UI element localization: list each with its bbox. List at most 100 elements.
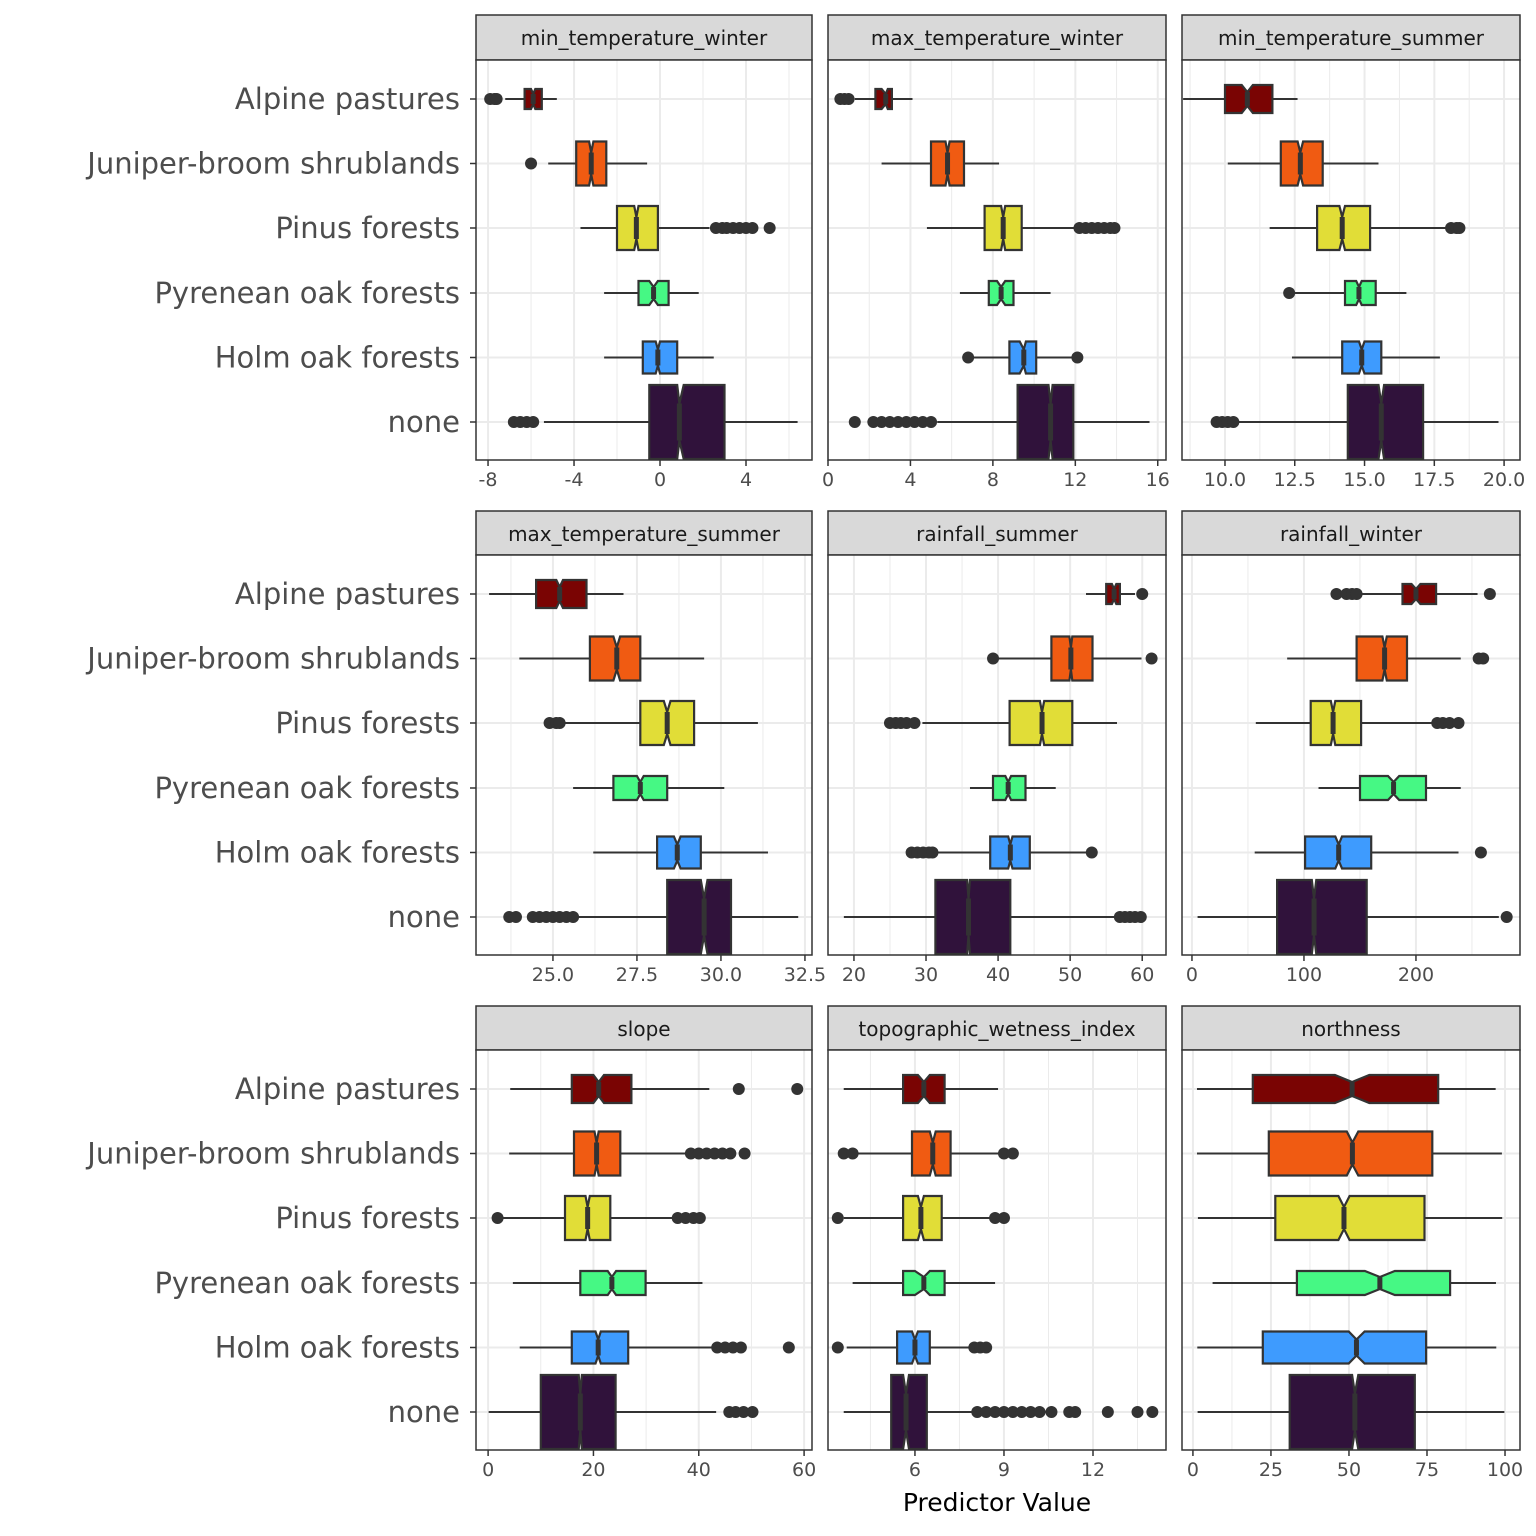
x-tick-label: 6 <box>909 1459 921 1481</box>
strip-background <box>475 510 813 556</box>
x-tick-label: 16 <box>1146 469 1170 491</box>
category-label: Holm oak forests <box>215 1331 460 1365</box>
outlier-point <box>989 1212 1002 1224</box>
outlier-point <box>1146 1406 1159 1418</box>
x-tick-label: 25.0 <box>532 964 574 986</box>
boxplot-holm-oak-forests <box>1254 835 1487 870</box>
strip-background <box>827 1005 1167 1051</box>
outlier-point <box>1483 588 1496 600</box>
outlier-point <box>883 416 896 428</box>
panel-background <box>828 1050 1166 1450</box>
strip-label: min_temperature_winter <box>521 26 768 50</box>
boxplot-juniper-broom-shrublands <box>1227 140 1379 187</box>
boxplot-none <box>848 383 1150 461</box>
outlier-point <box>925 416 938 428</box>
outlier-point <box>1006 1406 1019 1418</box>
category-label: none <box>388 405 460 439</box>
boxplot-alpine-pastures <box>1330 582 1496 606</box>
outlier-point <box>842 93 855 105</box>
outlier-point <box>1085 846 1098 859</box>
strip-label: min_temperature_summer <box>1218 26 1485 50</box>
x-tick-label: 0 <box>1186 964 1198 986</box>
boxplot-holm-oak-forests <box>604 340 714 375</box>
strip-background <box>1181 510 1521 556</box>
x-tick-label: 100 <box>1286 964 1322 986</box>
x-tick-label: 20 <box>581 1459 605 1481</box>
panel-slope: slope 0 20 40 60 <box>475 1005 816 1481</box>
x-tick-label: 200 <box>1398 964 1434 986</box>
category-label: Juniper-broom shrublands <box>85 147 460 181</box>
x-tick-label: 60 <box>1130 964 1154 986</box>
outlier-point <box>1071 351 1084 364</box>
outlier-point <box>1330 588 1343 600</box>
panel-background <box>476 555 812 955</box>
boxplot-alpine-pastures <box>1196 1073 1496 1105</box>
panel-min-temperature-summer: min_temperature_summer 10.0 12.5 15.0 17.5 20… <box>1181 14 1525 491</box>
x-tick-label: 17.5 <box>1413 469 1455 491</box>
boxplot-none <box>507 383 798 461</box>
outlier-point <box>900 416 913 428</box>
x-tick-label: 27.5 <box>616 964 658 986</box>
box <box>648 383 726 461</box>
category-label: Alpine pastures <box>235 1072 460 1106</box>
boxplot-juniper-broom-shrublands <box>525 140 648 187</box>
boxplot-alpine-pastures <box>510 1073 804 1105</box>
panel-background <box>476 60 812 460</box>
boxplot-holm-oak-forests <box>1197 1330 1497 1365</box>
x-tick-label: 32.5 <box>784 964 826 986</box>
boxplot-pinus-forests <box>1255 699 1465 747</box>
outlier-point <box>527 416 540 428</box>
boxplot-holm-oak-forests <box>1291 340 1440 375</box>
panel-background <box>476 1050 812 1450</box>
box <box>1309 699 1363 747</box>
boxplot-juniper-broom-shrublands <box>509 1130 751 1177</box>
x-tick-label: 30.0 <box>700 964 742 986</box>
strip-background <box>1181 14 1521 61</box>
panel-border <box>475 59 813 461</box>
boxplot-pyrenean-oak-forests <box>573 774 725 802</box>
outlier-point <box>1069 1406 1082 1418</box>
boxplot-alpine-pastures <box>1086 582 1149 606</box>
outlier-point <box>1136 588 1149 600</box>
category-label: Holm oak forests <box>215 836 460 870</box>
x-tick-label: 40 <box>687 1459 711 1481</box>
x-tick-label: 12 <box>1081 1459 1105 1481</box>
outlier-point <box>980 1406 993 1418</box>
outlier-point <box>509 911 522 923</box>
y-axis-labels-row-1: Alpine pastures Juniper-broom shrublands P… <box>85 82 476 439</box>
outlier-point <box>989 1406 1002 1418</box>
boxplot-pinus-forests <box>831 1194 1010 1242</box>
boxplot-pyrenean-oak-forests <box>959 279 1051 307</box>
outlier-point <box>867 416 880 428</box>
outlier-point <box>987 652 1000 665</box>
box <box>1355 635 1409 682</box>
category-label: Alpine pastures <box>235 82 460 116</box>
x-tick-label: 100 <box>1487 1459 1523 1481</box>
outlier-point <box>1033 1406 1046 1418</box>
box <box>666 878 733 956</box>
outlier-point <box>737 1406 750 1418</box>
x-tick-label: 0 <box>822 469 834 491</box>
box <box>1295 1269 1452 1297</box>
boxplot-holm-oak-forests <box>831 1330 993 1365</box>
strip-background <box>827 14 1167 61</box>
strip-label: topographic_wetness_index <box>858 1017 1135 1041</box>
outlier-point <box>791 1083 804 1095</box>
outlier-point <box>763 222 776 234</box>
x-tick-label: 10.0 <box>1204 469 1246 491</box>
boxplot-pinus-forests <box>580 204 776 252</box>
boxplot-juniper-broom-shrublands <box>837 1130 1019 1177</box>
x-tick-label: 4 <box>904 469 916 491</box>
panel-topographic-wetness-index: topographic_wetness_index 6 9 12 <box>827 1005 1167 1481</box>
outlier-point <box>724 1147 737 1160</box>
outlier-point <box>746 222 759 234</box>
outlier-point <box>1452 717 1465 729</box>
boxplot-pyrenean-oak-forests <box>512 1269 703 1297</box>
outlier-point <box>892 416 905 428</box>
outlier-point <box>831 1341 844 1354</box>
outlier-point <box>567 911 580 923</box>
outlier-point <box>1283 287 1296 299</box>
boxplot-alpine-pastures <box>484 87 557 111</box>
x-tick-label: -8 <box>479 469 498 491</box>
